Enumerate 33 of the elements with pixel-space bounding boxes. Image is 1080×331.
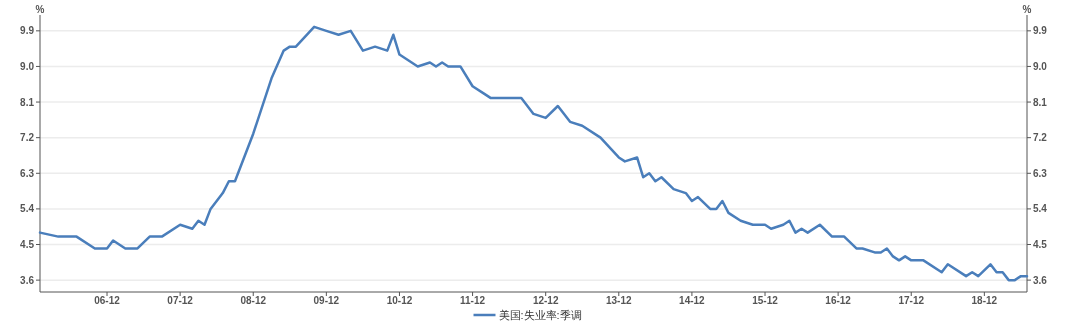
- x-tick-label: 18-12: [971, 295, 998, 306]
- y2-tick-label: 8.1: [1033, 96, 1048, 108]
- x-tick-label: 15-12: [752, 295, 779, 306]
- x-tick-label: 12-12: [532, 295, 559, 306]
- x-tick-label: 07-12: [167, 295, 194, 306]
- x-tick-label: 16-12: [825, 295, 852, 306]
- y2-tick-label: 9.0: [1033, 60, 1048, 72]
- y-tick-label: 9.9: [20, 25, 35, 37]
- x-tick-label: 13-12: [606, 295, 633, 306]
- line-series: [38, 25, 1029, 282]
- y-tick-label: 4.5: [20, 239, 35, 251]
- y-tick-label: 3.6: [20, 274, 35, 286]
- y2-tick-label: 5.4: [1033, 203, 1048, 215]
- y2-tick-label: 7.2: [1033, 132, 1048, 144]
- y-axis-title: %: [35, 4, 45, 15]
- y2-tick-label: 4.5: [1033, 239, 1048, 251]
- y-tick-label: 5.4: [20, 203, 35, 215]
- y2-tick-label: 3.6: [1033, 274, 1048, 286]
- y-tick-label: 7.2: [20, 132, 35, 144]
- x-tick-label: 17-12: [898, 295, 925, 306]
- y2-tick-label: 9.9: [1033, 25, 1048, 37]
- x-tick-label: 14-12: [679, 295, 706, 306]
- y-tick-label: 9.0: [20, 60, 35, 72]
- legend-label: 美国:失业率:季调: [498, 309, 582, 321]
- y-tick-label: 8.1: [20, 96, 35, 108]
- x-tick-label: 10-12: [386, 295, 413, 306]
- x-tick-label: 11-12: [460, 295, 486, 306]
- y-tick-label: 6.3: [20, 167, 35, 179]
- x-tick-label: 06-12: [94, 295, 121, 306]
- y2-axis-title: %: [1022, 4, 1032, 15]
- x-tick-label: 08-12: [240, 295, 267, 306]
- x-tick-label: 09-12: [313, 295, 340, 306]
- y2-tick-label: 6.3: [1033, 167, 1048, 179]
